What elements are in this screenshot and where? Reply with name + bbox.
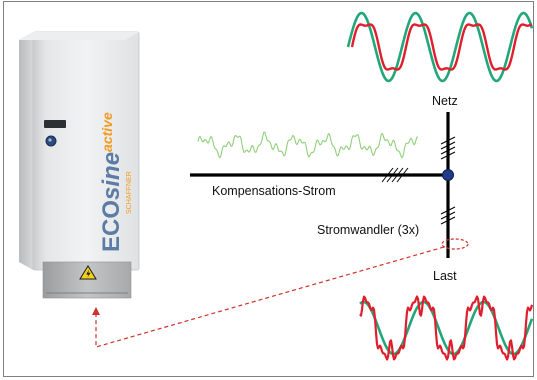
compensation-current-label: Kompensations-Strom bbox=[212, 184, 336, 198]
grid-current-wave bbox=[350, 23, 533, 71]
brand-suffix: active bbox=[99, 112, 115, 152]
cabinet-top bbox=[19, 32, 139, 40]
phase-hatch-horizontal bbox=[381, 167, 409, 183]
current-transformer-label: Stromwandler (3x) bbox=[317, 223, 420, 237]
load-current-wave bbox=[359, 295, 534, 361]
brand-logo: ECOsineactive SCHAFFNER bbox=[98, 112, 133, 252]
cabinet-side bbox=[19, 32, 33, 270]
diagram-border bbox=[3, 1, 534, 377]
svg-text:ECOsineactive: ECOsineactive bbox=[98, 112, 125, 252]
load-label: Last bbox=[433, 269, 457, 283]
phase-hatch-top bbox=[440, 136, 456, 160]
cabinet-display bbox=[44, 120, 66, 128]
phase-hatch-bottom bbox=[440, 206, 456, 225]
connection-node bbox=[442, 169, 454, 181]
high-voltage-warning-icon bbox=[79, 265, 97, 280]
waveforms bbox=[197, 11, 534, 361]
brand-prefix: ECO bbox=[98, 200, 125, 252]
grid-voltage-wave bbox=[346, 11, 534, 83]
grid-label: Netz bbox=[432, 94, 458, 108]
load-voltage-wave bbox=[359, 300, 534, 356]
compensation-current-wave bbox=[197, 131, 419, 159]
brand-main: sine bbox=[98, 152, 125, 200]
sensor-link-arrow-icon bbox=[92, 307, 100, 315]
manufacturer-label: SCHAFFNER bbox=[126, 171, 133, 214]
ecosine-device bbox=[19, 31, 140, 299]
current-transformer-marker bbox=[441, 238, 469, 250]
sensor-link-dashed-line bbox=[95, 246, 445, 348]
